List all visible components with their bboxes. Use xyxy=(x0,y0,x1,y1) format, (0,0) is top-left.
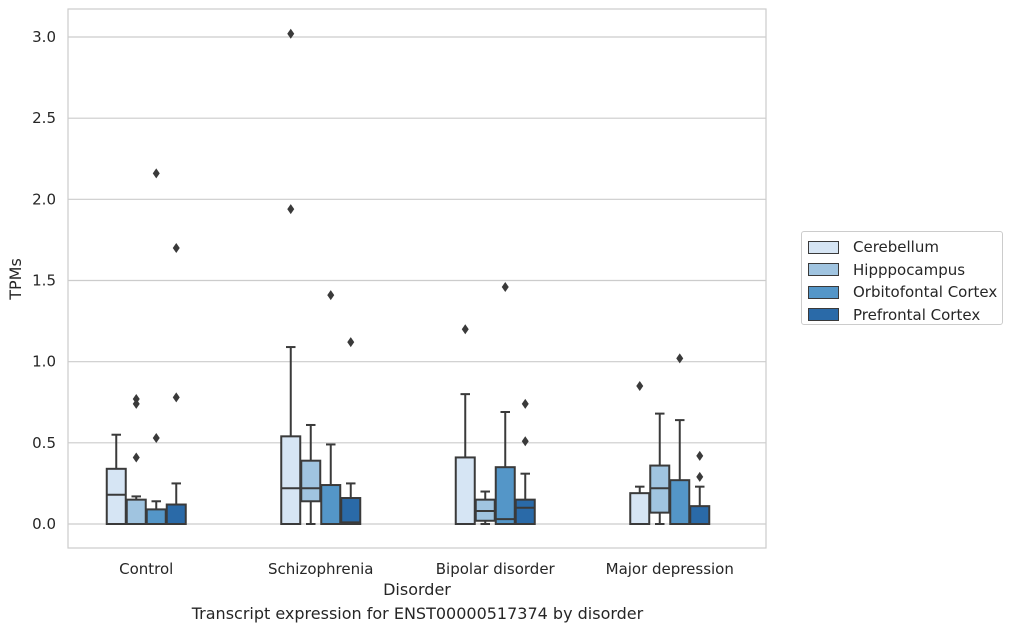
outlier-marker xyxy=(347,337,355,348)
box-body xyxy=(494,466,516,525)
outlier-marker xyxy=(287,204,295,215)
box-0-1 xyxy=(125,394,147,525)
y-tick-label: 0.0 xyxy=(32,515,56,533)
legend-label: Orbitofontal Cortex xyxy=(853,283,998,302)
y-tick-label: 3.0 xyxy=(32,28,56,46)
x-axis-label: Disorder xyxy=(383,580,451,599)
box-body xyxy=(300,459,322,503)
y-tick-label: 2.0 xyxy=(32,190,56,208)
legend-item: Hipppocampus xyxy=(808,259,1002,282)
outlier-marker xyxy=(327,290,335,301)
box-body xyxy=(340,497,362,526)
figure-caption: Transcript expression for ENST0000051737… xyxy=(191,604,644,623)
box-body xyxy=(165,503,187,525)
outlier-marker xyxy=(636,381,644,392)
y-tick-label: 1.0 xyxy=(32,353,56,371)
legend-item: Prefrontal Cortex xyxy=(808,304,1002,327)
box-2-0 xyxy=(454,324,476,525)
y-tick-label: 1.5 xyxy=(32,272,56,290)
box-body xyxy=(145,508,167,526)
outlier-marker xyxy=(521,436,529,447)
legend-label: Prefrontal Cortex xyxy=(853,305,981,324)
outlier-marker xyxy=(152,168,160,179)
y-axis-ticks: 0.0 0.5 1.0 1.5 2.0 2.5 3.0 xyxy=(32,28,56,533)
legend: Cerebellum Hipppocampus Orbitofontal Corte… xyxy=(801,231,1003,325)
box-1-0 xyxy=(280,28,302,525)
outlier-marker xyxy=(172,243,180,254)
outlier-marker xyxy=(132,452,140,463)
boxes xyxy=(105,28,711,526)
legend-swatch xyxy=(808,308,839,322)
box-2-2 xyxy=(494,281,516,525)
legend-swatch xyxy=(808,240,839,254)
outlier-marker xyxy=(287,28,295,39)
box-0-0 xyxy=(105,433,127,526)
legend-swatch xyxy=(808,285,839,299)
box-body xyxy=(514,498,536,525)
box-2-3 xyxy=(514,398,536,525)
x-tick-label: Schizophrenia xyxy=(268,560,373,578)
box-body xyxy=(320,484,342,526)
outlier-marker xyxy=(696,450,704,461)
box-3-0 xyxy=(629,381,651,526)
box-3-3 xyxy=(689,450,711,526)
box-1-3 xyxy=(340,337,362,526)
box-2-1 xyxy=(474,490,496,525)
legend-item: Cerebellum xyxy=(808,236,1002,259)
outlier-marker xyxy=(521,398,529,409)
box-body xyxy=(280,435,302,525)
plot-area-frame xyxy=(67,8,767,549)
legend-label: Cerebellum xyxy=(853,238,939,257)
legend-swatch xyxy=(808,263,839,277)
grid-lines xyxy=(68,36,766,525)
box-3-1 xyxy=(649,412,671,525)
box-1-2 xyxy=(320,290,342,526)
outlier-marker xyxy=(152,432,160,443)
legend-label: Hipppocampus xyxy=(853,260,966,279)
box-body xyxy=(125,498,147,525)
box-0-2 xyxy=(145,168,167,526)
outlier-marker xyxy=(132,394,140,405)
outlier-marker xyxy=(696,471,704,482)
outlier-marker xyxy=(461,324,469,335)
box-body xyxy=(454,456,476,525)
box-body xyxy=(669,479,691,526)
box-body xyxy=(105,467,127,526)
y-axis-label: TPMs xyxy=(6,258,25,301)
box-0-3 xyxy=(165,243,187,525)
y-tick-label: 2.5 xyxy=(32,109,56,127)
x-axis-ticks: Control Schizophrenia Bipolar disorder Majo… xyxy=(119,560,734,578)
x-tick-label: Control xyxy=(119,560,173,578)
outlier-marker xyxy=(501,281,509,292)
x-tick-label: Major depression xyxy=(606,560,734,578)
x-tick-label: Bipolar disorder xyxy=(436,560,556,578)
outlier-marker xyxy=(172,392,180,403)
box-body xyxy=(629,492,651,526)
box-body xyxy=(689,505,711,526)
outlier-marker xyxy=(676,353,684,364)
box-3-2 xyxy=(669,353,691,526)
box-1-1 xyxy=(300,423,322,525)
legend-item: Orbitofontal Cortex xyxy=(808,281,1002,304)
y-tick-label: 0.5 xyxy=(32,434,56,452)
